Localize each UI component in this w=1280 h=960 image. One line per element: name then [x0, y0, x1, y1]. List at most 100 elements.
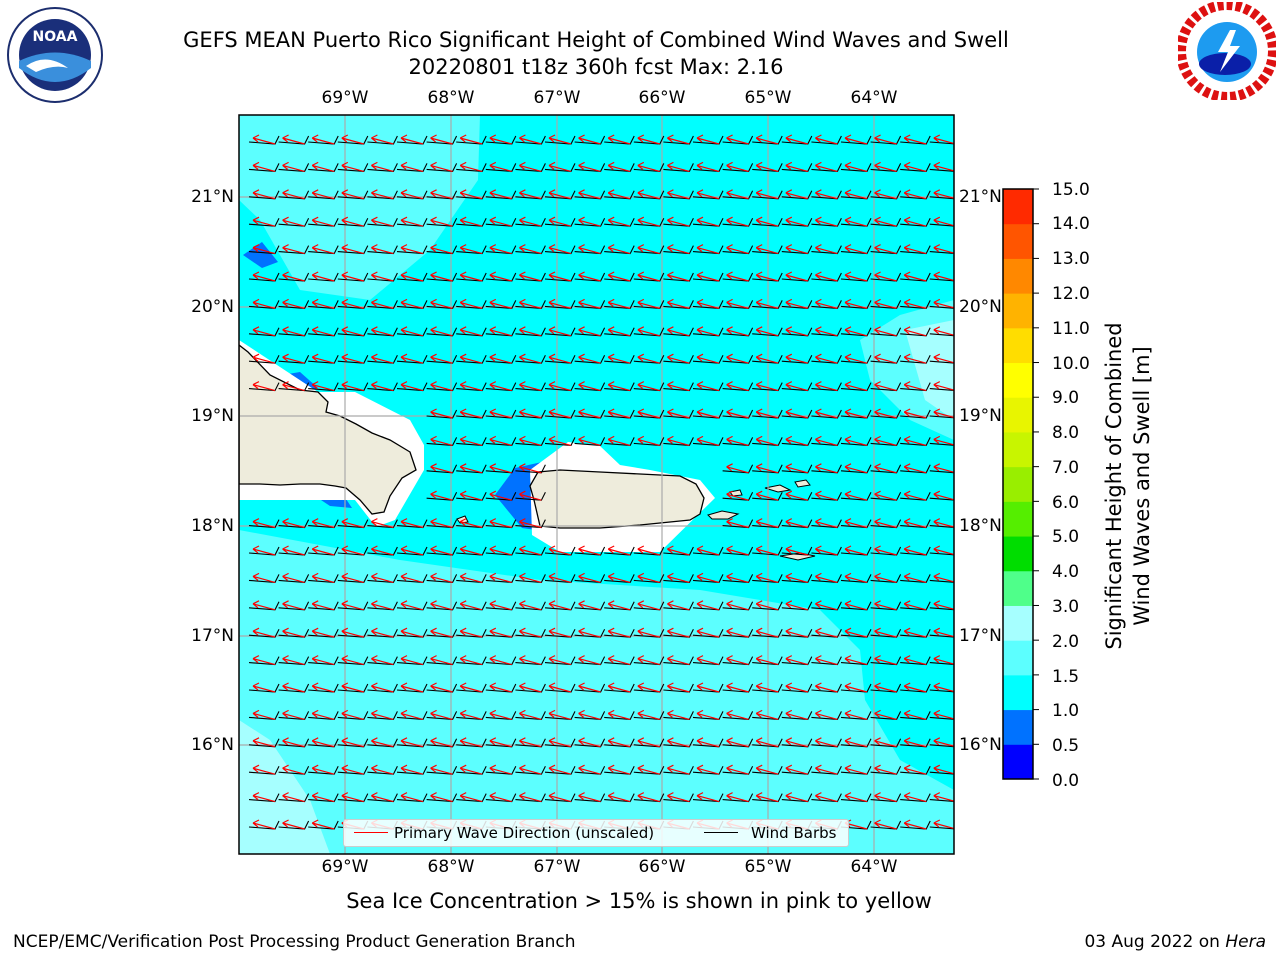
wave-direction-arrow [341, 709, 364, 720]
wave-direction-arrow [489, 161, 512, 172]
colorbar-tick: 3.0 [1052, 597, 1080, 617]
wave-direction-arrow [371, 216, 394, 227]
svg-text:NOAA: NOAA [33, 29, 78, 45]
wave-direction-arrow [459, 435, 483, 446]
wave-direction-arrow [371, 518, 394, 529]
lat-label-right: 19°N [959, 406, 1002, 426]
wave-direction-arrow [933, 819, 954, 830]
wave-direction-arrow [430, 189, 453, 200]
wave-direction-arrow [933, 381, 954, 391]
colorbar-label-line1: Significant Height of Combined [1102, 322, 1126, 650]
wave-direction-arrow [519, 572, 542, 583]
wave-direction-arrow [637, 737, 660, 748]
wave-direction-arrow [726, 572, 749, 583]
wave-direction-arrow [637, 381, 660, 392]
wave-direction-arrow [844, 353, 868, 364]
wave-direction-arrow [667, 627, 690, 638]
wave-direction-arrow [578, 134, 601, 145]
wave-direction-arrow [785, 244, 808, 255]
wind-barb [929, 662, 954, 666]
wave-direction-arrow [726, 764, 749, 775]
wave-direction-arrow [933, 655, 954, 665]
wave-direction-arrow [578, 572, 601, 583]
wave-direction-arrow [430, 490, 453, 501]
wave-direction-arrow [311, 627, 335, 638]
wave-direction-arrow [844, 737, 868, 748]
wave-direction-arrow [607, 244, 631, 255]
wind-barb [929, 826, 954, 830]
wave-direction-arrow [844, 134, 868, 145]
wave-direction-arrow [755, 244, 779, 255]
wave-direction-arrow [874, 490, 897, 501]
wave-direction-arrow [933, 298, 954, 309]
wave-direction-arrow [903, 819, 927, 830]
wave-direction-arrow [459, 600, 483, 611]
wave-direction-arrow [311, 518, 335, 529]
wave-direction-arrow [430, 518, 453, 529]
wave-direction-arrow [726, 271, 749, 282]
wave-direction-arrow [341, 682, 364, 693]
wave-direction-arrow [815, 353, 838, 364]
wave-direction-arrow [667, 792, 690, 803]
wave-direction-arrow [844, 792, 868, 803]
wave-direction-arrow [252, 600, 276, 611]
wave-direction-arrow [430, 655, 453, 666]
wave-direction-arrow [903, 134, 927, 145]
wave-direction-arrow [903, 655, 927, 666]
wave-direction-arrow [874, 572, 897, 583]
wave-direction-arrow [607, 435, 631, 446]
wave-direction-arrow [667, 381, 690, 392]
wave-direction-arrow [844, 709, 868, 720]
wind-barb [929, 168, 954, 172]
wave-direction-arrow [519, 353, 542, 364]
wave-direction-arrow [311, 819, 335, 830]
colorbar-segment [1003, 397, 1033, 433]
lat-label-left: 18°N [191, 516, 234, 536]
wave-direction-arrow [282, 600, 305, 611]
colorbar-segment [1003, 640, 1033, 676]
puerto-rico-land [529, 469, 705, 529]
colorbar-tick: 10.0 [1052, 354, 1090, 374]
wave-direction-arrow [252, 381, 276, 392]
wave-direction-arrow [785, 709, 808, 720]
wave-direction-arrow [903, 408, 927, 419]
wave-direction-arrow [311, 572, 335, 583]
wave-direction-arrow [696, 600, 720, 611]
wave-direction-arrow [519, 737, 542, 748]
wave-direction-arrow [548, 682, 572, 693]
wave-direction-arrow [903, 518, 927, 529]
lon-label-bottom: 66°W [638, 857, 686, 877]
wave-direction-arrow [548, 435, 572, 446]
wave-direction-arrow [874, 408, 897, 419]
wave-direction-arrow [341, 189, 364, 200]
wave-direction-arrow [371, 353, 394, 364]
wave-direction-arrow [785, 353, 808, 364]
wave-direction-arrow [371, 627, 394, 638]
wave-direction-arrow [696, 655, 720, 666]
wave-direction-arrow [311, 244, 335, 255]
wave-direction-arrow [578, 298, 601, 309]
wave-direction-arrow [459, 490, 483, 501]
wave-direction-arrow [489, 353, 512, 364]
wave-direction-arrow [903, 572, 927, 583]
wave-direction-arrow [548, 161, 572, 172]
wave-direction-arrow [667, 134, 690, 145]
wave-direction-arrow [578, 792, 601, 803]
wave-contour-2p0-southwest [239, 720, 330, 854]
wave-direction-arrow [252, 161, 276, 172]
wave-direction-arrow [459, 298, 483, 309]
wave-direction-arrow [755, 408, 779, 419]
wave-direction-arrow [933, 161, 954, 172]
map-title: GEFS MEAN Puerto Rico Significant Height… [183, 28, 1009, 52]
wave-direction-arrow [637, 764, 660, 775]
wave-direction-arrow [430, 134, 453, 145]
wave-direction-arrow [607, 545, 631, 556]
wave-direction-arrow [637, 161, 660, 172]
wave-direction-arrow [578, 326, 601, 337]
wave-direction-arrow [696, 244, 720, 255]
wave-direction-arrow [815, 709, 838, 720]
wave-direction-arrow [489, 518, 512, 529]
wave-direction-arrow [696, 381, 720, 392]
lat-label-left: 17°N [191, 626, 234, 646]
